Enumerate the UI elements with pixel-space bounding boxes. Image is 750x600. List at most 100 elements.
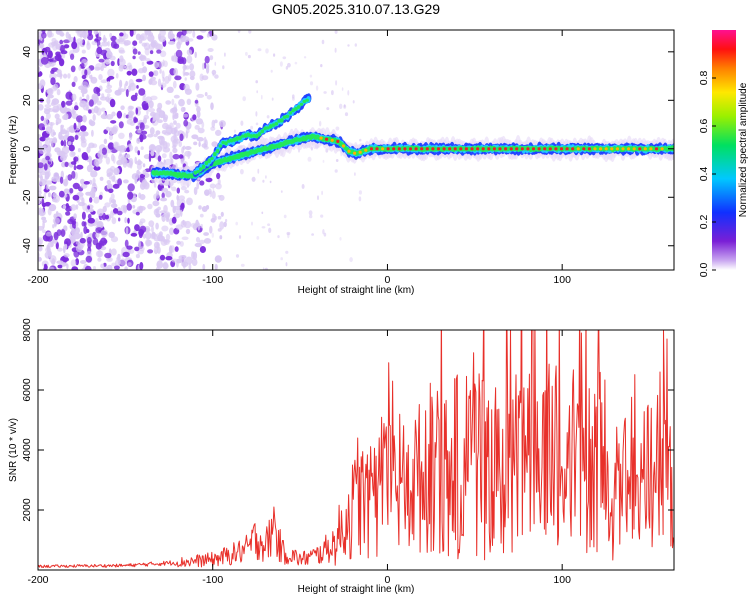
noise-blob: [103, 111, 106, 119]
noise-blob: [70, 204, 77, 211]
noise-speck: [335, 159, 339, 162]
noise-blob: [151, 225, 154, 234]
noise-blob: [88, 74, 93, 79]
noise-blob: [139, 173, 146, 179]
noise-blob: [178, 255, 187, 260]
noise-blob: [186, 55, 193, 64]
noise-blob: [72, 182, 80, 190]
noise-blob: [127, 217, 130, 224]
noise-blob: [80, 135, 86, 142]
snr-panel: -200 -100 0 100 2000 4000 6000 8000 Height of …: [8, 318, 675, 595]
noise-blob: [98, 58, 105, 63]
snr-series-line: [38, 330, 674, 568]
noise-blob: [139, 122, 145, 131]
noise-blob: [168, 73, 172, 82]
noise-blob: [174, 75, 182, 81]
noise-blob: [40, 145, 47, 151]
noise-blob: [98, 74, 103, 81]
noise-blob: [146, 60, 154, 65]
noise-blob: [191, 134, 199, 140]
noise-blob: [76, 164, 84, 170]
noise-blob: [60, 229, 66, 238]
noise-blob: [52, 138, 58, 144]
noise-blob: [184, 77, 187, 81]
noise-speck: [271, 97, 274, 101]
noise-blob: [218, 120, 226, 128]
noise-blob: [211, 119, 216, 128]
noise-blob: [126, 118, 134, 125]
noise-blob: [95, 242, 102, 250]
noise-blob: [123, 179, 129, 184]
noise-blob: [87, 217, 96, 224]
noise-blob: [101, 93, 105, 98]
ridge-core: [571, 147, 575, 151]
noise-blob: [45, 112, 51, 120]
noise-blob: [132, 48, 138, 55]
noise-blob: [148, 43, 155, 50]
noise-blob: [93, 86, 100, 94]
noise-blob: [40, 57, 49, 65]
noise-blob: [45, 126, 52, 134]
ridge-core: [414, 147, 418, 151]
noise-blob: [144, 30, 152, 36]
noise-blob: [104, 58, 110, 65]
ridge-core: [448, 147, 452, 151]
noise-blob: [96, 46, 103, 55]
noise-blob: [43, 163, 48, 171]
ridge-core: [319, 136, 323, 140]
noise-speck: [267, 223, 271, 226]
upper-branch-band: [199, 167, 203, 172]
noise-blob: [111, 262, 117, 267]
noise-speck: [308, 210, 313, 216]
noise-blob: [71, 151, 76, 156]
noise-speck: [334, 47, 337, 53]
noise-blob: [100, 237, 107, 246]
noise-blob: [42, 221, 45, 229]
noise-blob: [168, 35, 174, 40]
noise-blob: [150, 145, 157, 150]
noise-blob: [44, 104, 52, 108]
noise-blob: [204, 55, 210, 64]
noise-blob: [60, 140, 64, 146]
noise-blob: [75, 30, 79, 34]
noise-blob: [81, 74, 87, 80]
noise-blob: [135, 78, 143, 83]
noise-blob: [199, 213, 204, 218]
noise-blob: [128, 157, 134, 166]
noise-blob: [81, 30, 87, 39]
noise-blob: [111, 111, 116, 117]
ridge-core: [654, 147, 659, 151]
noise-speck: [256, 236, 260, 240]
noise-blob: [110, 35, 117, 42]
noise-blob: [132, 205, 136, 209]
noise-blob: [184, 146, 192, 150]
ridge-core: [543, 147, 547, 151]
noise-blob: [69, 126, 74, 133]
noise-blob: [51, 86, 58, 92]
noise-blob: [209, 55, 214, 61]
noise-speck: [255, 122, 259, 126]
x-tick-label: 100: [553, 274, 571, 286]
noise-speck: [292, 94, 295, 99]
noise-blob: [78, 85, 85, 91]
ridge-core: [353, 151, 357, 155]
noise-blob: [106, 50, 113, 59]
noise-blob: [68, 144, 75, 152]
noise-blob: [38, 83, 44, 90]
noise-blob: [84, 69, 88, 76]
noise-blob: [196, 181, 200, 190]
noise-blob: [52, 224, 55, 229]
noise-blob: [147, 249, 154, 254]
noise-blob: [107, 40, 110, 47]
noise-blob: [196, 93, 205, 98]
noise-blob: [67, 141, 72, 146]
noise-blob: [159, 30, 166, 37]
noise-speck: [265, 175, 267, 179]
noise-blob: [136, 137, 141, 144]
noise-blob: [85, 105, 90, 112]
noise-speck: [217, 195, 222, 198]
noise-speck: [344, 112, 349, 117]
noise-blob: [55, 241, 59, 250]
noise-blob: [110, 210, 114, 219]
noise-blob: [169, 227, 175, 235]
